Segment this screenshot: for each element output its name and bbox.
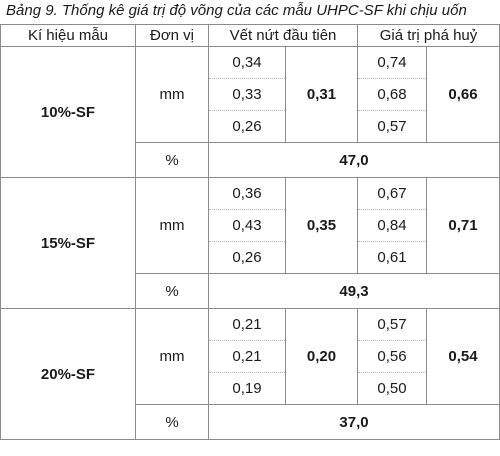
first-crack-value: 0,34	[208, 46, 286, 79]
failure-average: 0,54	[426, 308, 500, 405]
failure-average: 0,66	[426, 46, 500, 143]
table-row: 15%-SF mm 0,36 0,35 0,67 0,71	[0, 177, 500, 309]
first-crack-value: 0,33	[208, 78, 286, 111]
header-first-crack: Vết nứt đầu tiên	[208, 24, 358, 47]
percent-value: 37,0	[208, 404, 500, 440]
table-row: % 47,0	[1, 142, 500, 178]
first-crack-average: 0,20	[285, 308, 358, 405]
unit-cell: mm	[135, 177, 209, 274]
failure-value: 0,61	[357, 241, 427, 274]
sample-label: 15%-SF	[0, 177, 136, 309]
failure-value: 0,57	[357, 308, 427, 341]
table-row: 0,43 0,84	[1, 209, 500, 242]
first-crack-value: 0,43	[208, 209, 286, 242]
failure-value: 0,56	[357, 340, 427, 373]
first-crack-value: 0,21	[208, 340, 286, 373]
table-row: 0,21 0,56	[1, 340, 500, 373]
header-failure: Giá trị phá huỷ	[357, 24, 500, 47]
unit-cell: mm	[135, 46, 209, 143]
first-crack-value: 0,36	[208, 177, 286, 210]
first-crack-value: 0,21	[208, 308, 286, 341]
table-row: % 49,3	[1, 273, 500, 309]
failure-value: 0,74	[357, 46, 427, 79]
deflection-table: Kí hiệu mẫu Đơn vị Vết nứt đầu tiên Giá …	[0, 24, 500, 440]
failure-average: 0,71	[426, 177, 500, 274]
failure-value: 0,84	[357, 209, 427, 242]
table-row: 0,26 0,61	[1, 241, 500, 274]
first-crack-value: 0,26	[208, 241, 286, 274]
table-row: 0,26 0,57	[1, 110, 500, 143]
unit-cell: %	[135, 404, 209, 440]
header-sample: Kí hiệu mẫu	[0, 24, 136, 47]
failure-value: 0,57	[357, 110, 427, 143]
header-row: Kí hiệu mẫu Đơn vị Vết nứt đầu tiên Giá …	[0, 24, 500, 47]
first-crack-value: 0,19	[208, 372, 286, 405]
table-row: % 37,0	[1, 404, 500, 440]
table-row: 0,33 0,68	[1, 78, 500, 111]
unit-cell: %	[135, 142, 209, 178]
header-unit: Đơn vị	[135, 24, 209, 47]
first-crack-average: 0,35	[285, 177, 358, 274]
first-crack-average: 0,31	[285, 46, 358, 143]
failure-value: 0,67	[357, 177, 427, 210]
table-row: 20%-SF mm 0,21 0,20 0,57 0,54	[0, 308, 500, 440]
unit-cell: %	[135, 273, 209, 309]
sample-label: 10%-SF	[0, 46, 136, 178]
failure-value: 0,50	[357, 372, 427, 405]
first-crack-value: 0,26	[208, 110, 286, 143]
unit-cell: mm	[135, 308, 209, 405]
percent-value: 47,0	[208, 142, 500, 178]
table-row: 0,19 0,50	[1, 372, 500, 405]
failure-value: 0,68	[357, 78, 427, 111]
table-caption: Bảng 9. Thống kê giá trị độ võng của các…	[6, 2, 467, 19]
table-row: 10%-SF mm 0,34 0,31 0,74 0,66	[0, 46, 500, 178]
percent-value: 49,3	[208, 273, 500, 309]
sample-label: 20%-SF	[0, 308, 136, 440]
